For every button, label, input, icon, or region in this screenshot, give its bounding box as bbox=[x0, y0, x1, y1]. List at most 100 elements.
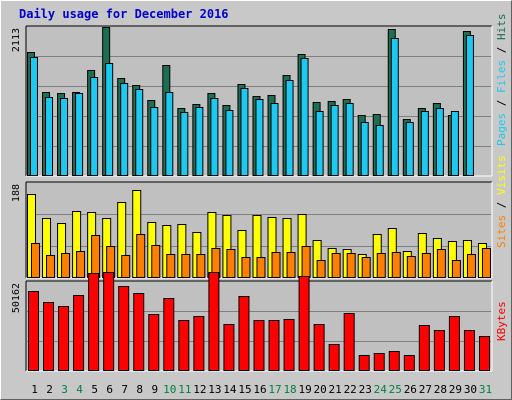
files-bar bbox=[450, 111, 459, 176]
x-tick-label: 12 bbox=[193, 383, 206, 396]
files-bar bbox=[360, 122, 369, 176]
hits-panel-legend: Pages / Files / Hits bbox=[495, 14, 508, 147]
sites-bar bbox=[241, 257, 251, 278]
x-tick-label: 27 bbox=[419, 383, 432, 396]
kbytes-bar bbox=[208, 272, 220, 371]
sites-bar bbox=[466, 254, 476, 278]
x-tick-label: 15 bbox=[238, 383, 251, 396]
legend-separator: / bbox=[495, 195, 508, 215]
sites-bar bbox=[271, 252, 281, 278]
x-tick-label: 2 bbox=[46, 383, 53, 396]
x-tick-label: 20 bbox=[314, 383, 327, 396]
kbytes-bar bbox=[253, 320, 265, 371]
kbytes-bar bbox=[73, 295, 85, 371]
files-bar bbox=[195, 107, 204, 176]
sites-bar bbox=[31, 243, 40, 278]
x-tick-label: 1 bbox=[31, 383, 38, 396]
kbytes-bar bbox=[358, 355, 370, 371]
files-bar bbox=[30, 57, 38, 176]
legend-item-files: Files bbox=[495, 60, 508, 93]
kbytes-bar bbox=[103, 272, 115, 371]
x-tick-label: 4 bbox=[76, 383, 83, 396]
sites-bar bbox=[346, 253, 356, 278]
files-bar bbox=[105, 63, 114, 176]
files-bar bbox=[390, 38, 399, 176]
files-bar bbox=[150, 107, 159, 176]
x-tick-label: 10 bbox=[163, 383, 176, 396]
x-tick-label: 18 bbox=[283, 383, 296, 396]
files-bar bbox=[330, 105, 339, 176]
files-bar bbox=[60, 98, 69, 176]
files-bar bbox=[120, 83, 129, 176]
kbytes-bar bbox=[28, 291, 39, 371]
x-tick-label: 21 bbox=[329, 383, 342, 396]
kbytes-bar bbox=[298, 276, 310, 371]
files-bar bbox=[165, 92, 174, 176]
kbytes-bar bbox=[403, 355, 415, 371]
sites-bar bbox=[256, 257, 266, 278]
kbytes-bar bbox=[223, 324, 235, 371]
sites-bar bbox=[61, 253, 71, 278]
files-bar bbox=[270, 103, 279, 176]
sites-bar bbox=[301, 246, 311, 278]
sites-bar bbox=[76, 251, 86, 278]
files-bar bbox=[285, 80, 294, 176]
files-bar bbox=[315, 111, 324, 176]
kbytes-bar bbox=[118, 286, 130, 371]
legend-item-sites: Sites bbox=[495, 215, 508, 248]
legend-separator: / bbox=[495, 40, 508, 60]
sites-bar bbox=[481, 248, 491, 278]
legend-item-visits: Visits bbox=[495, 155, 508, 195]
files-bar bbox=[345, 103, 354, 176]
x-tick-label: 6 bbox=[106, 383, 113, 396]
files-bar bbox=[300, 58, 309, 176]
sites-bar bbox=[331, 253, 341, 278]
visits-panel-legend: Sites / Visits bbox=[495, 155, 508, 248]
sites-bar bbox=[406, 256, 416, 278]
kbytes-bar bbox=[163, 298, 175, 371]
x-tick-label: 17 bbox=[268, 383, 281, 396]
kbytes-bar bbox=[268, 320, 280, 371]
x-tick-label: 3 bbox=[61, 383, 68, 396]
sites-bar bbox=[361, 257, 371, 278]
x-tick-label: 24 bbox=[374, 383, 388, 396]
sites-bar bbox=[421, 253, 431, 278]
x-tick-label: 30 bbox=[464, 383, 477, 396]
kbytes-bar bbox=[478, 336, 490, 371]
files-bar bbox=[225, 110, 234, 176]
files-bar bbox=[45, 97, 54, 176]
kbytes-bar bbox=[238, 296, 250, 371]
x-tick-label: 25 bbox=[389, 383, 402, 396]
sites-bar bbox=[451, 260, 461, 278]
sites-bar bbox=[91, 235, 101, 278]
sites-bar bbox=[436, 249, 446, 278]
files-bar bbox=[210, 98, 219, 176]
files-bar bbox=[240, 88, 249, 176]
kbytes-bar bbox=[418, 325, 430, 371]
sites-bar bbox=[181, 254, 191, 278]
sites-bar bbox=[151, 245, 161, 278]
legend-item-pages: Pages bbox=[495, 113, 508, 146]
files-bar bbox=[135, 89, 144, 176]
files-bar bbox=[420, 111, 429, 176]
kbytes-bar bbox=[43, 302, 55, 371]
x-tick-label: 29 bbox=[449, 383, 462, 396]
x-tick-label: 9 bbox=[151, 383, 158, 396]
x-tick-label: 8 bbox=[136, 383, 143, 396]
sites-bar bbox=[136, 234, 146, 278]
kbytes-bar bbox=[178, 320, 190, 371]
files-bar bbox=[375, 125, 384, 176]
files-bar bbox=[465, 35, 474, 176]
hits-panel-ymax-label: 2113 bbox=[11, 28, 22, 52]
sites-bar bbox=[286, 252, 296, 278]
x-tick-label: 16 bbox=[253, 383, 266, 396]
x-tick-label: 23 bbox=[359, 383, 372, 396]
files-bar bbox=[435, 108, 444, 176]
x-tick-label: 19 bbox=[298, 383, 311, 396]
x-tick-label: 7 bbox=[121, 383, 128, 396]
sites-bar bbox=[121, 255, 131, 278]
kbytes-bar bbox=[343, 313, 355, 371]
legend-item-kbytes: KBytes bbox=[495, 301, 508, 341]
kbytes-bar bbox=[373, 353, 385, 371]
